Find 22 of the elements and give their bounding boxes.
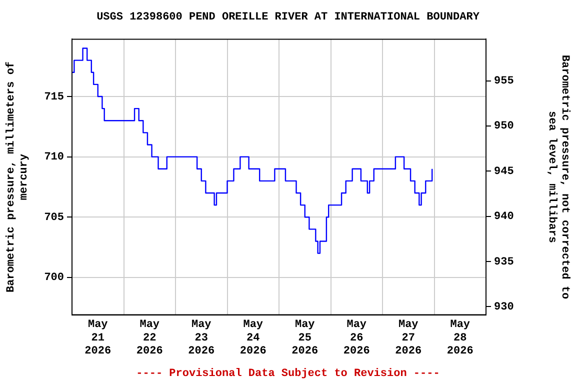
- y-axis-title: Barometric pressure, millimeters of mercury: [4, 61, 31, 293]
- y-tick-label: 715: [44, 91, 64, 104]
- x-tick-label: May 26 2026: [343, 319, 370, 358]
- x-tick-label: May 27 2026: [395, 319, 422, 358]
- y2-tick-label: 955: [494, 76, 514, 88]
- y2-tick-label: 935: [494, 256, 514, 268]
- y-tick-label: 700: [44, 272, 64, 284]
- x-tick-label: May 24 2026: [240, 319, 266, 358]
- y-tick-label: 710: [44, 152, 64, 164]
- y2-tick-label: 945: [494, 166, 514, 178]
- y2-axis-title: Barometric pressure, not corrected to sea level, millibars: [545, 54, 571, 300]
- text: ---- Provisional Data Subject to Revision ----: [136, 368, 440, 380]
- chart-title: USGS 12398600 PEND OREILLE RIVER AT INTERNATIONAL BOUNDARY: [96, 11, 480, 24]
- x-tick-label: May 21 2026: [84, 319, 112, 358]
- x-tick-label: May 22 2026: [136, 319, 163, 358]
- x-tick-label: May 25 2026: [292, 319, 318, 358]
- x-tick-label: May 28 2026: [446, 319, 474, 358]
- y-tick-label: 705: [44, 212, 64, 224]
- y2-tick-label: 930: [494, 301, 514, 314]
- x-tick-label: May 23 2026: [188, 319, 215, 358]
- y2-tick-label: 950: [494, 120, 514, 133]
- y2-tick-label: 940: [494, 211, 514, 224]
